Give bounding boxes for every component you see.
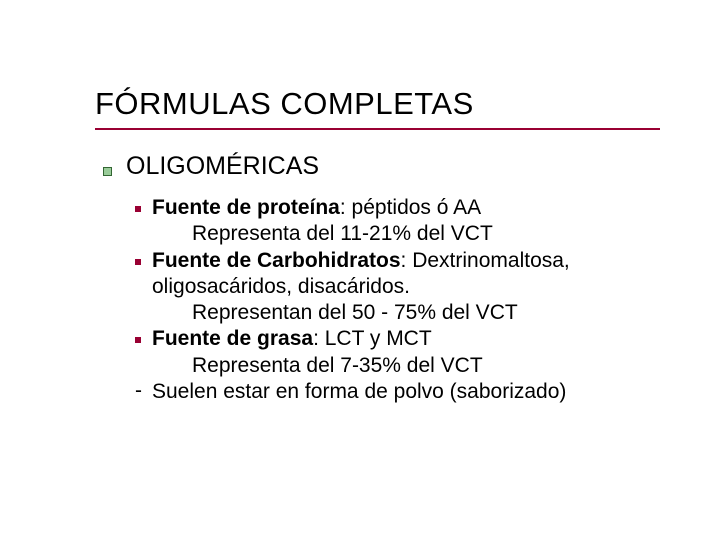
bullet-small-icon [135, 259, 141, 265]
bullet-dash-icon: - [135, 379, 141, 403]
list-item-rest: Suelen estar en forma de polvo (saboriza… [152, 380, 566, 403]
list-item-rest: : péptidos ó AA [340, 196, 481, 219]
list-item-cont: Representan del 50 - 75% del VCT [192, 300, 660, 326]
list-item-text: Fuente de Carbohidratos: Dextrinomaltosa… [152, 248, 660, 301]
level1-text: OLIGOMÉRICAS [126, 152, 319, 181]
list-item: Fuente de proteína: péptidos ó AA [135, 195, 660, 221]
bullet-small-icon [135, 206, 141, 212]
list-item-cont: Representa del 7-35% del VCT [192, 353, 660, 379]
slide-title: FÓRMULAS COMPLETAS [95, 86, 660, 130]
level2-group: Fuente de proteína: péptidos ó AA Repres… [135, 195, 660, 405]
list-item-text: Fuente de grasa: LCT y MCT [152, 326, 432, 352]
list-item: - Suelen estar en forma de polvo (sabori… [135, 379, 660, 405]
list-item: Fuente de grasa: LCT y MCT [135, 326, 660, 352]
list-item-cont: Representa del 11-21% del VCT [192, 221, 660, 247]
level1-item: OLIGOMÉRICAS [103, 152, 660, 181]
slide: FÓRMULAS COMPLETAS OLIGOMÉRICAS Fuente d… [0, 0, 720, 540]
list-item-bold: Fuente de Carbohidratos [152, 249, 401, 272]
list-item-rest: : LCT y MCT [313, 327, 432, 350]
bullet-small-icon [135, 337, 141, 343]
bullet-square-icon [103, 167, 112, 176]
list-item-bold: Fuente de grasa [152, 327, 313, 350]
list-item: Fuente de Carbohidratos: Dextrinomaltosa… [135, 248, 660, 301]
list-item-text: Suelen estar en forma de polvo (saboriza… [152, 379, 566, 405]
list-item-text: Fuente de proteína: péptidos ó AA [152, 195, 481, 221]
list-item-bold: Fuente de proteína [152, 196, 340, 219]
